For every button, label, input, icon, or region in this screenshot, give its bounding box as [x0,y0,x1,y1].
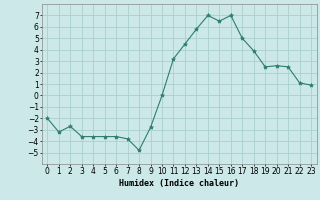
X-axis label: Humidex (Indice chaleur): Humidex (Indice chaleur) [119,179,239,188]
